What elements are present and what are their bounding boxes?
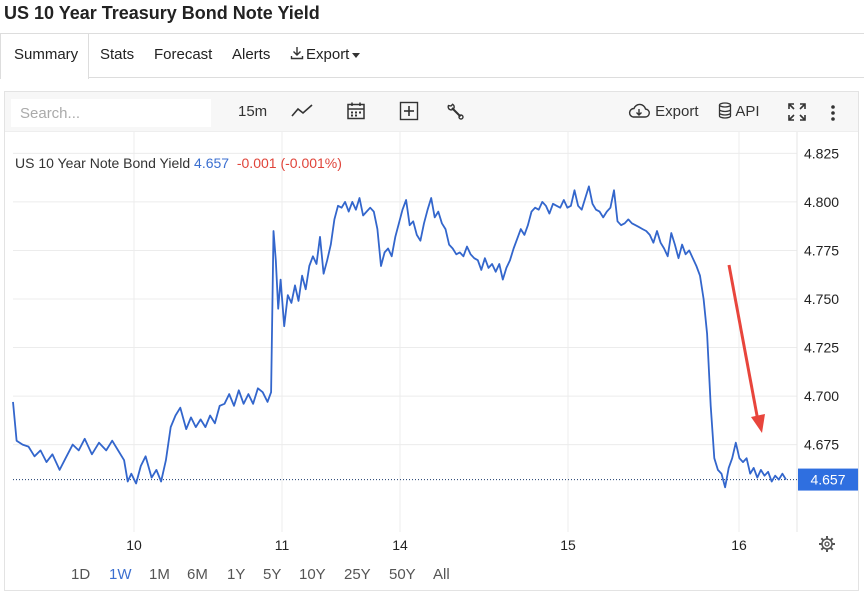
line-chart-icon[interactable]: [291, 104, 313, 132]
tab-bar: Summary Stats Forecast Alerts Export: [0, 33, 864, 79]
range-5y[interactable]: 5Y: [263, 566, 282, 583]
settings-gear-icon: [819, 536, 835, 552]
y-tick-label: 4.725: [804, 340, 839, 356]
more-options-icon[interactable]: [830, 104, 836, 132]
x-tick-label: 10: [126, 537, 142, 553]
range-10y[interactable]: 10Y: [299, 566, 326, 583]
tab-summary-label: Summary: [14, 46, 79, 63]
chart-toolbar: 15m Export API: [5, 92, 858, 132]
tab-export-label: Export: [306, 46, 350, 63]
y-tick-label: 4.675: [804, 437, 839, 453]
y-tick-label: 4.825: [804, 145, 839, 161]
range-50y[interactable]: 50Y: [389, 566, 416, 583]
tab-alerts-label: Alerts: [232, 46, 271, 63]
price-chart[interactable]: 4.825 4.800 4.775 4.750 4.725 4.700 4.675 10 11…: [5, 92, 858, 558]
fullscreen-icon[interactable]: [787, 102, 807, 130]
tab-alerts[interactable]: Alerts: [232, 34, 270, 78]
legend-series-name: US 10 Year Note Bond Yield: [15, 155, 191, 171]
interval-selector[interactable]: 15m: [238, 103, 268, 120]
search-input[interactable]: [11, 99, 211, 127]
cloud-download-icon: [628, 103, 650, 118]
add-indicator-icon[interactable]: [399, 101, 419, 129]
x-tick-label: 11: [275, 537, 290, 553]
wrench-icon[interactable]: [445, 101, 465, 129]
x-axis-tick-labels: 10 11 14 15 16: [126, 537, 747, 553]
export-button[interactable]: Export: [627, 98, 699, 126]
page-title: US 10 Year Treasury Bond Note Yield: [4, 3, 320, 23]
download-icon: [290, 47, 304, 60]
y-tick-label: 4.800: [804, 194, 839, 210]
y-axis-tick-labels: 4.825 4.800 4.775 4.750 4.725 4.700 4.675: [804, 145, 839, 452]
legend-change: -0.001 (-0.001%): [236, 155, 342, 171]
tab-forecast-label: Forecast: [154, 46, 213, 63]
chart-gridlines: [13, 132, 797, 532]
range-1y[interactable]: 1Y: [227, 566, 246, 583]
range-selector: 1D 1W 1M 6M 1Y 5Y 10Y 25Y 50Y All: [5, 558, 858, 591]
y-tick-label: 4.750: [804, 291, 839, 307]
last-price-value: 4.657: [810, 472, 845, 488]
tab-stats[interactable]: Stats: [100, 34, 134, 78]
series-line-yield: [12, 185, 787, 489]
last-price-badge: [798, 468, 858, 491]
tab-export[interactable]: Export: [290, 34, 361, 78]
annotation-arrow: [727, 264, 765, 433]
chart-legend: US 10 Year Note Bond Yield 4.657 -0.001 …: [15, 155, 342, 171]
last-price-label: 4.657: [798, 468, 858, 491]
api-label: API: [735, 103, 760, 120]
tab-summary[interactable]: Summary: [0, 34, 89, 79]
api-button[interactable]: API: [718, 98, 760, 126]
export-label: Export: [655, 103, 699, 120]
y-tick-label: 4.700: [804, 388, 839, 404]
tab-forecast[interactable]: Forecast: [154, 34, 212, 78]
calendar-icon[interactable]: [346, 101, 366, 129]
legend-value: 4.657: [194, 155, 230, 171]
x-tick-label: 16: [731, 537, 747, 553]
range-1m[interactable]: 1M: [149, 566, 170, 583]
y-tick-label: 4.775: [804, 242, 839, 258]
range-1w[interactable]: 1W: [109, 566, 132, 583]
tab-stats-label: Stats: [100, 46, 135, 63]
red-arrow-head: [751, 414, 765, 433]
range-25y[interactable]: 25Y: [344, 566, 371, 583]
red-arrow-shaft: [727, 264, 760, 422]
x-tick-label: 15: [560, 537, 576, 553]
range-6m[interactable]: 6M: [187, 566, 208, 583]
range-all[interactable]: All: [433, 566, 450, 583]
chevron-down-icon: [352, 52, 361, 58]
range-1d[interactable]: 1D: [71, 566, 91, 583]
database-icon: [718, 102, 732, 119]
x-tick-label: 14: [392, 537, 408, 553]
